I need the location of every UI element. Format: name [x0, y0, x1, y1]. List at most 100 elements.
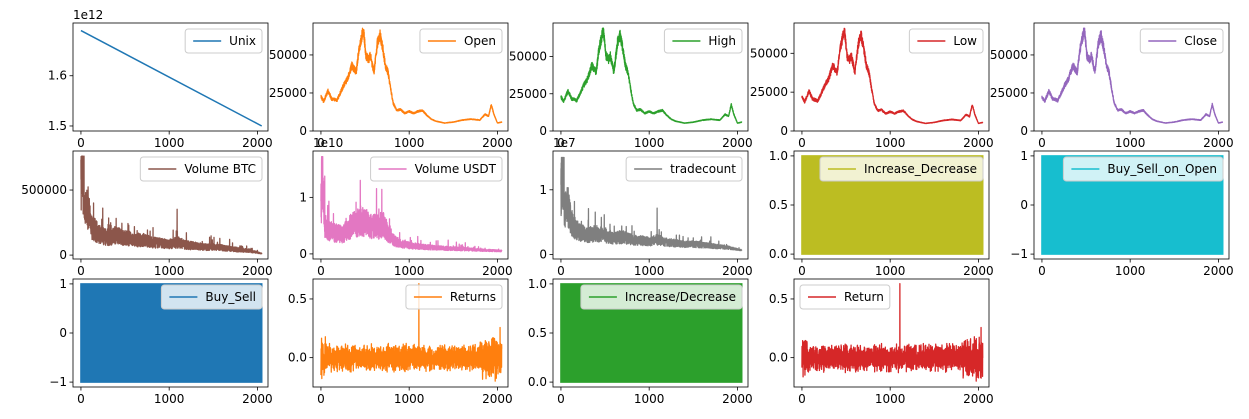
x-tick-label: 1000: [1115, 136, 1146, 150]
subplot-10: 0 1000 2000 −1 0 1 Buy_Sell: [49, 277, 272, 406]
x-tick-label: 2000: [1203, 136, 1234, 150]
x-tick-label: 2000: [242, 392, 273, 406]
legend-box: [405, 284, 503, 310]
legend-label: Buy_Sell_on_Open: [1107, 162, 1217, 176]
axes-frame: [312, 150, 509, 260]
subplot-12: 0 1000 2000 0.0 0.5 1.0 Increase/Decrease: [528, 277, 753, 406]
legend-label: Increase_Decrease: [864, 162, 977, 176]
x-tick-label: 1000: [634, 264, 665, 278]
legend: tradecount: [625, 156, 743, 182]
y-tick-label: 0.0: [288, 351, 307, 365]
axis-offset-label: 1e10: [313, 136, 343, 150]
legend-label: Open: [464, 34, 496, 48]
axis-offset-label: 1e7: [553, 136, 576, 150]
subplot-9: 0 1000 2000 −1 0 1 Buy_Sell_on_Open: [1010, 149, 1233, 278]
x-tick-label: 0: [557, 136, 565, 150]
x-tick-label: 2000: [722, 392, 753, 406]
y-tick-label: 0: [1020, 124, 1028, 138]
legend: Volume USDT: [370, 156, 503, 182]
y-tick-label: 0: [780, 124, 788, 138]
subplot-7: 0 1000 2000 0 1 1e7 tradecount: [539, 136, 752, 278]
subplot-13: 0 1000 2000 0.0 0.5 Return: [769, 278, 994, 406]
y-tick-label: 0: [539, 247, 547, 261]
legend-label: Buy_Sell: [205, 290, 256, 304]
legend: Buy_Sell: [160, 284, 263, 310]
legend-label: Unix: [229, 34, 256, 48]
y-tick-label: 0: [539, 124, 547, 138]
legend: Buy_Sell_on_Open: [1062, 156, 1224, 182]
x-tick-label: 0: [798, 392, 806, 406]
y-tick-label: 0.5: [288, 292, 307, 306]
axes-frame: [793, 22, 990, 132]
x-tick-label: 2000: [242, 264, 273, 278]
x-tick-label: 1000: [1115, 264, 1146, 278]
y-tick-label: 0: [299, 247, 307, 261]
axes-frame: [793, 278, 990, 388]
x-tick-label: 0: [1038, 136, 1046, 150]
x-tick-label: 0: [77, 136, 85, 150]
x-tick-label: 1000: [154, 136, 185, 150]
legend-box: [819, 156, 984, 182]
y-tick-label: 0.0: [769, 351, 788, 365]
y-tick-label: 1: [59, 277, 67, 291]
x-tick-label: 1000: [154, 264, 185, 278]
y-tick-label: 1: [299, 190, 307, 204]
legend-label: Low: [953, 34, 977, 48]
legend: Open: [419, 28, 503, 54]
x-tick-label: 2000: [963, 392, 994, 406]
series-line-Close: [1041, 27, 1224, 124]
subplot-0: 0 1000 2000 1.5 1.6 1e12 Unix: [48, 8, 273, 150]
legend-label: Close: [1184, 34, 1217, 48]
subplot-1: 0 1000 2000 0 25000 50000 Open: [269, 22, 513, 150]
series-line-Volume USDT: [320, 156, 503, 253]
x-tick-label: 1000: [394, 392, 425, 406]
x-tick-label: 0: [1038, 264, 1046, 278]
y-tick-label: 0.0: [528, 375, 547, 389]
axes-frame: [1033, 22, 1230, 132]
x-tick-label: 0: [798, 136, 806, 150]
x-tick-label: 0: [77, 264, 85, 278]
axes-frame: [552, 22, 749, 132]
legend-box: [1062, 156, 1224, 182]
y-tick-label: 25000: [269, 86, 307, 100]
legend-label: Volume USDT: [415, 162, 497, 176]
legend-label: Increase/Decrease: [625, 290, 736, 304]
y-tick-label: 50000: [509, 50, 547, 64]
legend-box: [663, 28, 743, 54]
legend-box: [139, 156, 263, 182]
y-tick-label: 25000: [990, 86, 1028, 100]
series-line-Returns: [320, 283, 503, 382]
axes-frame: [72, 150, 269, 260]
x-tick-label: 0: [557, 392, 565, 406]
legend: Unix: [184, 28, 263, 54]
x-tick-label: 0: [557, 264, 565, 278]
legend-label: High: [708, 34, 736, 48]
y-tick-label: 25000: [750, 85, 788, 99]
x-tick-label: 1000: [394, 136, 425, 150]
x-tick-label: 1000: [394, 264, 425, 278]
x-tick-label: 0: [317, 136, 325, 150]
x-tick-label: 1000: [634, 392, 665, 406]
x-tick-label: 0: [317, 392, 325, 406]
x-tick-label: 2000: [242, 136, 273, 150]
subplot-8: 0 1000 2000 0.0 0.5 1.0 Increase_Decrease: [769, 149, 994, 278]
y-tick-label: 1: [539, 183, 547, 197]
x-tick-label: 2000: [482, 392, 513, 406]
legend: Low: [908, 28, 984, 54]
legend-box: [370, 156, 503, 182]
series-line-Open: [320, 27, 503, 124]
legend: Close: [1139, 28, 1224, 54]
x-tick-label: 1000: [634, 136, 665, 150]
subplot-5: 0 1000 2000 0 500000 Volume BTC: [21, 150, 273, 278]
series-line-Low: [801, 27, 984, 125]
x-tick-label: 2000: [1203, 264, 1234, 278]
legend-box: [625, 156, 743, 182]
y-tick-label: 0: [1020, 198, 1028, 212]
y-tick-label: 50000: [990, 48, 1028, 62]
y-tick-label: 0: [59, 326, 67, 340]
axis-offset-label: 1e12: [73, 8, 103, 22]
x-tick-label: 0: [317, 264, 325, 278]
x-tick-label: 1000: [875, 264, 906, 278]
y-tick-label: 500000: [21, 183, 67, 197]
